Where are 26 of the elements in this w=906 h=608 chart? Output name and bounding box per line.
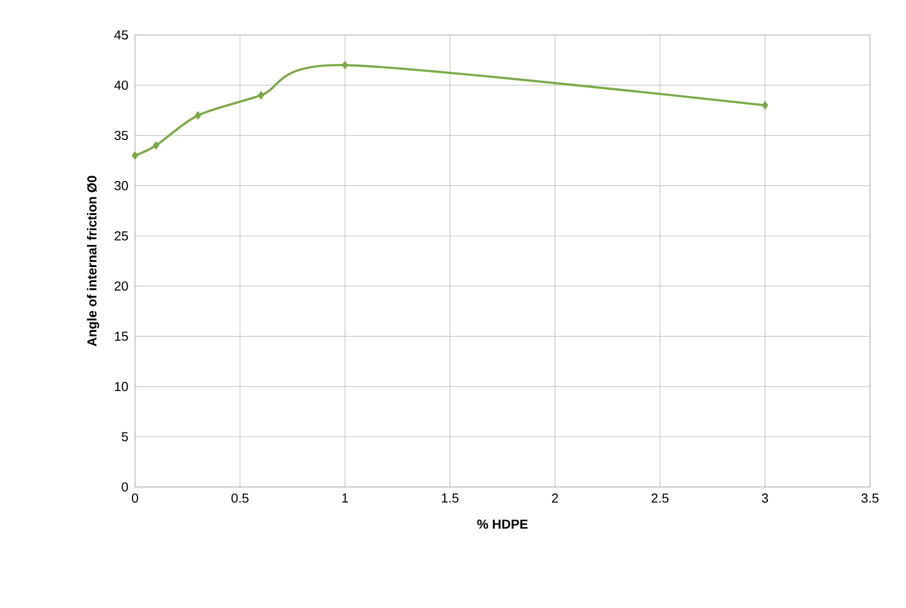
y-tick-label: 15 bbox=[115, 332, 128, 341]
y-tick-label: 25 bbox=[114, 231, 128, 240]
x-tick-label: 0 bbox=[132, 494, 138, 503]
point bbox=[762, 101, 768, 110]
point bbox=[152, 141, 160, 150]
x-tick-label: 0.5 bbox=[231, 494, 248, 503]
y-tick-label: 20 bbox=[114, 281, 128, 291]
x-tick-label: 1.5 bbox=[442, 494, 458, 503]
y-tick-label: 45 bbox=[114, 30, 128, 40]
x-tick-label: 1 bbox=[342, 494, 348, 502]
point bbox=[132, 151, 138, 160]
y-tick-label: 0 bbox=[122, 482, 128, 492]
y-tick-label: 30 bbox=[114, 181, 128, 190]
y-tick-label: 40 bbox=[114, 80, 128, 90]
point bbox=[194, 111, 202, 120]
x-tick-label: 3.5 bbox=[861, 494, 878, 503]
point bbox=[342, 60, 348, 70]
point bbox=[258, 91, 264, 100]
x-tick-label: 2 bbox=[552, 494, 558, 503]
x-tick-label: 3 bbox=[762, 494, 768, 503]
y-tick-label: 35 bbox=[114, 130, 128, 140]
x-tick-label: 2.5 bbox=[652, 494, 668, 503]
y-tick-label: 5 bbox=[122, 432, 128, 442]
y-tick-label: 10 bbox=[115, 382, 128, 392]
x-axis-title: % HDPE bbox=[477, 520, 528, 529]
y-axis-title: Angle of internal friction Ø0 bbox=[86, 176, 100, 346]
